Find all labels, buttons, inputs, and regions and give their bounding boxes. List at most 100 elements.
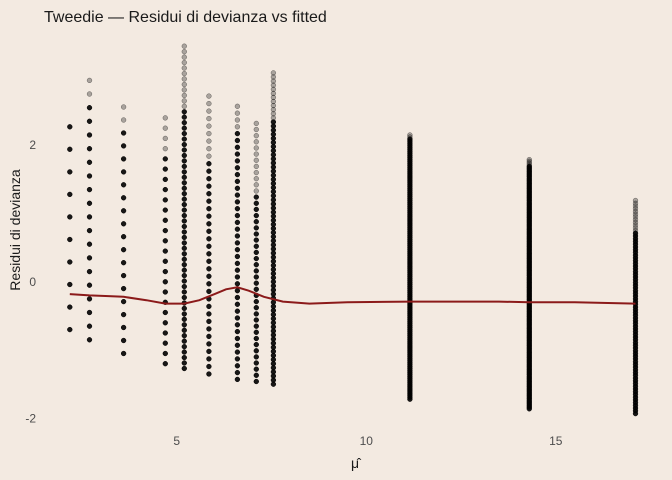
data-point: [120, 221, 127, 227]
data-point: [86, 241, 93, 247]
data-point: [632, 206, 639, 212]
data-point: [162, 320, 168, 326]
data-point: [206, 130, 212, 137]
data-point: [253, 126, 259, 133]
data-point: [234, 212, 241, 219]
data-point: [181, 59, 187, 66]
data-point: [86, 173, 93, 179]
data-point: [253, 311, 259, 317]
data-point: [206, 168, 212, 174]
data-point: [181, 278, 187, 284]
data-point: [632, 214, 639, 220]
data-point: [206, 115, 212, 122]
data-point: [86, 146, 93, 152]
data-point: [234, 308, 241, 314]
data-point: [234, 226, 241, 232]
data-point: [181, 305, 187, 312]
data-point: [181, 223, 187, 230]
data-point: [270, 102, 277, 109]
data-point: [253, 194, 259, 200]
data-point: [181, 251, 187, 257]
data-point: [253, 268, 259, 274]
data-point: [253, 169, 259, 176]
data-point: [253, 286, 259, 292]
data-point: [234, 185, 241, 191]
data-point: [253, 305, 259, 311]
data-point: [206, 191, 212, 197]
data-point: [206, 138, 212, 144]
data-point: [253, 255, 259, 262]
data-point: [181, 316, 187, 322]
data-point: [206, 183, 212, 189]
data-point: [67, 326, 73, 333]
data-point: [234, 376, 241, 383]
data-point: [234, 328, 241, 335]
data-point: [120, 324, 127, 331]
data-point: [234, 158, 241, 164]
data-point: [253, 243, 259, 249]
x-tick-label: 15: [549, 434, 563, 448]
data-point: [206, 258, 212, 264]
data-point: [234, 349, 241, 355]
data-point: [181, 201, 187, 208]
data-point: [234, 165, 241, 171]
data-point: [162, 268, 168, 275]
data-point: [253, 329, 259, 335]
data-point: [181, 354, 187, 361]
data-point: [253, 182, 259, 188]
data-point: [234, 124, 241, 130]
data-point: [206, 108, 212, 114]
data-point: [181, 365, 187, 372]
data-point: [206, 311, 212, 317]
data-point: [253, 378, 259, 385]
data-point: [206, 228, 212, 234]
data-point: [181, 125, 187, 131]
data-point: [270, 119, 277, 125]
data-point: [234, 335, 241, 342]
data-point: [162, 135, 168, 142]
data-point: [632, 222, 639, 228]
data-point: [253, 231, 259, 237]
data-point: [632, 208, 639, 215]
data-point: [234, 130, 241, 137]
data-point: [206, 333, 212, 340]
data-point: [162, 350, 168, 357]
data-point: [206, 243, 212, 249]
data-point: [253, 366, 259, 372]
data-point: [181, 65, 187, 71]
data-point: [67, 146, 73, 152]
data-point: [181, 245, 187, 251]
data-point: [162, 125, 168, 131]
data-point: [162, 115, 168, 121]
data-point: [234, 322, 241, 328]
data-point: [206, 100, 212, 107]
data-point: [253, 274, 259, 280]
data-point: [86, 118, 93, 124]
data-point: [234, 267, 241, 273]
data-point: [67, 191, 73, 198]
data-point: [253, 139, 259, 145]
data-point: [206, 198, 212, 204]
data-point: [407, 136, 413, 142]
scatter-points: [67, 43, 639, 417]
data-point: [234, 192, 241, 198]
data-point: [162, 166, 168, 172]
data-point: [234, 110, 241, 116]
data-point: [181, 76, 187, 82]
data-point: [270, 74, 277, 80]
data-point: [234, 117, 241, 123]
x-axis-title: μ̂: [351, 455, 362, 471]
data-point: [120, 337, 127, 344]
data-point: [120, 234, 127, 240]
data-point: [162, 340, 168, 346]
data-point: [206, 266, 212, 272]
data-point: [234, 315, 241, 321]
data-point: [206, 348, 212, 355]
data-point: [234, 178, 241, 185]
data-point: [234, 247, 241, 253]
data-point: [86, 323, 93, 329]
data-point: [206, 281, 212, 287]
data-point: [120, 156, 127, 162]
data-point: [86, 227, 93, 234]
data-point: [234, 233, 241, 239]
